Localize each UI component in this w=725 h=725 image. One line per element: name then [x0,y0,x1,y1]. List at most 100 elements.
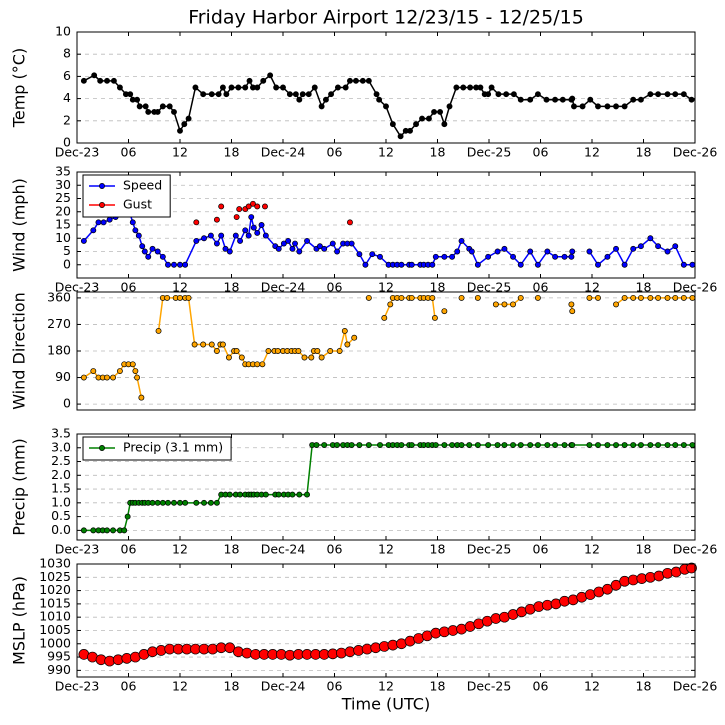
data-point [569,442,576,448]
data-point [149,499,156,506]
data-point [460,84,467,91]
legend-label: Speed [123,178,162,193]
data-point [295,348,302,354]
legend: Precip (3.1 mm) [82,436,232,461]
y-tick-label: 8 [63,46,71,61]
data-point [250,200,256,207]
data-point [308,354,315,361]
data-point [311,84,318,91]
x-tick-label: Dec-26 [673,542,718,557]
data-point [534,91,541,98]
data-point [604,253,611,260]
y-tick-label: 990 [47,662,71,677]
x-tick-label: 18 [430,542,446,557]
data-point [341,327,348,334]
data-point [517,261,524,268]
data-point [171,108,177,115]
data-point [569,95,576,102]
data-point [104,77,110,84]
data-point [80,527,87,534]
data-point [680,442,687,448]
data-point [265,348,272,354]
data-point [328,91,335,98]
data-point [369,251,376,258]
data-point [286,91,293,98]
data-point [595,294,601,301]
data-point [322,96,329,103]
data-point [80,237,87,244]
data-point [365,442,372,448]
data-point [586,248,593,255]
y-tick-label: 15 [55,217,71,232]
data-point [425,115,432,122]
data-point [680,91,687,98]
x-tick-label: Dec-23 [55,145,100,160]
data-point [224,642,236,654]
data-point [680,261,687,268]
data-point [552,253,559,260]
data-point [226,248,233,255]
data-point [474,261,481,268]
data-point [219,341,226,348]
data-point [121,527,128,534]
y-axis-label: Wind Direction [10,292,29,410]
panel: 0.00.51.01.52.02.53.03.5 Dec-23 06 12 18 Dec-… [10,426,718,557]
data-point [275,491,282,498]
data-point [334,442,341,448]
data-point [449,253,456,260]
data-point [686,562,697,574]
data-point [110,77,117,84]
data-point [116,84,123,91]
x-tick-label: 18 [224,280,240,295]
data-point [501,245,508,252]
data-point [139,243,146,250]
data-point [351,334,358,341]
plot-frame [76,171,696,279]
data-point [329,240,336,247]
data-point [127,91,134,98]
data-point [177,499,183,506]
data-point [135,232,142,239]
data-point [689,261,696,268]
data-point [441,121,448,128]
data-point [185,294,192,301]
x-tick-label: 06 [327,542,343,557]
data-point [192,84,199,91]
x-tick-label: 06 [327,679,343,694]
data-point [398,442,405,448]
data-point [453,84,460,91]
data-point [285,237,292,244]
y-tick-label: 1.0 [51,494,71,509]
data-point [419,115,425,122]
data-point [544,442,551,448]
y-tick-label: 25 [55,190,71,205]
data-point [262,203,268,210]
legend: Speed Gust [82,174,171,218]
data-point [248,214,255,220]
data-point [413,121,419,128]
data-point [159,499,166,506]
data-point [437,108,444,115]
data-point [91,72,98,79]
data-point [365,77,372,84]
data-point [154,499,161,506]
data-point [613,301,619,308]
x-tick-label: Dec-24 [261,679,306,694]
y-tick-label: 0 [63,396,71,411]
data-point [377,442,383,448]
data-point [201,499,207,506]
data-point [441,308,448,315]
data-point [655,91,662,98]
data-point [134,374,141,381]
x-tick-label: 12 [584,679,600,694]
x-tick-label: 18 [430,280,446,295]
data-point [90,527,97,534]
data-point [159,253,166,260]
data-point [321,442,328,448]
data-point [664,294,671,301]
data-point [637,243,644,250]
data-point [165,499,171,506]
data-point [242,84,249,91]
data-point [106,216,113,223]
data-point [304,237,310,244]
